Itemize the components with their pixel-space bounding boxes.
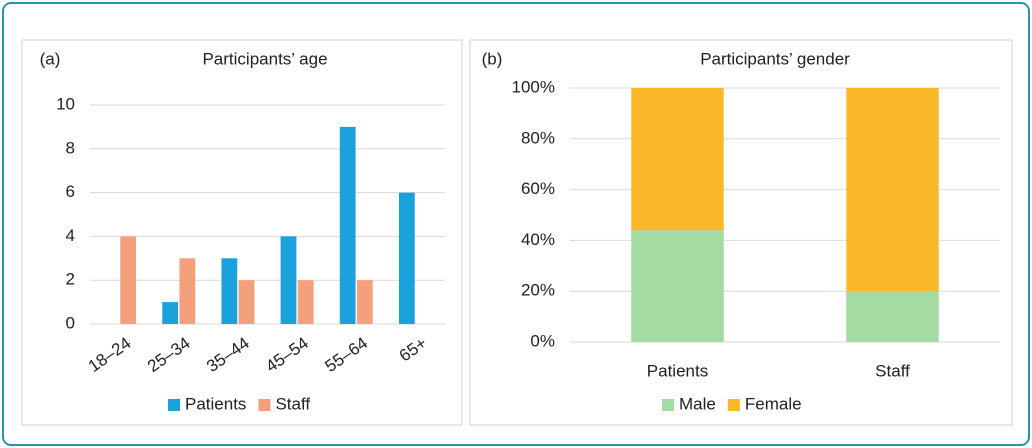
bar [398,192,415,324]
legend-label: Female [745,394,802,413]
y-tick-label: 10 [56,94,75,113]
legend-swatch [727,399,740,411]
bar-segment [631,88,724,231]
legend-swatch [168,399,180,411]
legend-label: Male [679,394,716,413]
legend-label: Patients [185,394,246,413]
bar [162,302,179,324]
bar [339,126,356,325]
bar [280,236,297,324]
x-tick-label: Staff [875,361,910,380]
y-tick-label: 0 [66,313,75,332]
x-tick-label: Patients [647,361,708,380]
bar [221,258,238,324]
y-tick-label: 6 [66,182,75,201]
y-tick-label: 40% [521,230,555,249]
bar [238,280,255,324]
chart-title: Participants’ gender [700,49,850,68]
panel-a-border [21,39,463,426]
bar [120,236,137,324]
panel-label: (b) [482,49,503,68]
y-tick-label: 80% [521,128,555,147]
legend-swatch [258,399,271,411]
chart-title: Participants’ age [202,49,327,68]
y-tick-label: 8 [66,138,75,157]
y-tick-label: 100% [512,77,555,96]
panel-b-border [469,39,1013,426]
bar [179,258,196,324]
bar-segment [846,88,939,292]
y-tick-label: 2 [66,270,75,289]
y-tick-label: 20% [521,281,555,300]
bar [297,280,314,324]
bar-segment [631,230,724,342]
panel-label: (a) [40,49,61,68]
bar [356,280,373,324]
y-tick-label: 4 [66,226,75,245]
legend-swatch [662,399,674,411]
legend-label: Staff [275,394,310,413]
bar-segment [846,291,939,342]
y-tick-label: 0% [530,331,555,350]
y-tick-label: 60% [521,179,555,198]
